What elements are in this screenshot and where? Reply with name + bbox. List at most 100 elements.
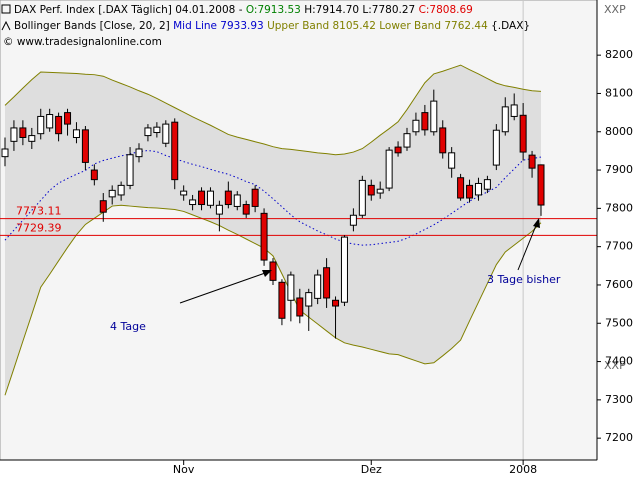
candle-body: [162, 123, 170, 144]
candle-body: [483, 179, 491, 190]
candle-body: [215, 204, 223, 215]
candle-body: [340, 236, 348, 303]
level-label: 7773.11: [16, 205, 62, 218]
candle-body: [153, 126, 161, 134]
candle-body: [305, 292, 313, 307]
candle-body: [28, 135, 36, 142]
candle-body: [180, 190, 188, 196]
candle-body: [296, 297, 304, 317]
candle-body: [501, 106, 509, 133]
candle-body: [314, 274, 322, 299]
y-tick-label: 7400: [605, 355, 633, 368]
candle-body: [448, 152, 456, 169]
candle-body: [510, 104, 518, 117]
arrow: [517, 222, 538, 271]
candle-body: [37, 115, 45, 135]
candle-body: [278, 281, 286, 319]
candle-body: [260, 212, 268, 261]
y-tick-label: 7300: [605, 393, 633, 406]
x-tick-label: 2008: [509, 463, 537, 476]
candle-body: [117, 184, 125, 196]
candle-body: [90, 169, 98, 181]
candle-body: [323, 267, 331, 299]
candle-body: [385, 149, 393, 189]
candle-body: [287, 274, 295, 301]
candle-body: [206, 190, 214, 206]
candle-body: [46, 114, 54, 129]
plot: 7773.11 7729.39: [0, 0, 597, 460]
y-tick-label: 7500: [605, 316, 633, 329]
corner-label: XXP: [604, 3, 626, 16]
annotation: 4 Tage: [110, 320, 146, 333]
header-text: Bollinger Bands [Close, 20, 2]: [14, 20, 173, 32]
candle-body: [537, 164, 545, 206]
header-close: C:7808.69: [419, 4, 473, 16]
header-line: DAX Perf. Index [.DAX Täglich] 04.01.200…: [14, 4, 473, 16]
header: DAX Perf. Index [.DAX Täglich] 04.01.200…: [1, 4, 530, 48]
arrows: [179, 218, 540, 304]
candle-body: [10, 127, 18, 142]
candle-body: [233, 194, 241, 207]
y-tick-label: 7600: [605, 278, 633, 291]
candle-body: [135, 148, 143, 158]
candle-body: [251, 188, 259, 207]
y-tick-label: 8000: [605, 125, 633, 138]
header-text: H:7914.70 L:7780.27: [301, 4, 419, 16]
y-tick-label: 7700: [605, 240, 633, 253]
y-tick-label: 7900: [605, 163, 633, 176]
candle-body: [466, 184, 474, 199]
candle-body: [349, 214, 357, 226]
icon: [1, 4, 11, 14]
y-tick-label: 7200: [605, 431, 633, 444]
candle-body: [528, 154, 536, 169]
candle-body: [108, 189, 116, 198]
candle-body: [19, 127, 27, 139]
candle-body: [242, 204, 250, 215]
arrow: [179, 271, 269, 304]
header-text: {.DAX}: [488, 20, 530, 32]
candle-body: [421, 112, 429, 131]
icon: [1, 20, 11, 31]
candle-body: [412, 119, 420, 133]
candle-body: [189, 199, 197, 206]
candle-body: [198, 190, 206, 206]
candle-body: [72, 129, 80, 139]
candle-body: [403, 133, 411, 148]
candle-body: [376, 188, 384, 194]
candle-body: [99, 200, 107, 213]
candle-body: [126, 154, 134, 186]
y-tick-label: 8200: [605, 48, 633, 61]
x-tick-label: Dez: [361, 463, 382, 476]
y-tick-label: 8100: [605, 86, 633, 99]
arrowhead: [262, 270, 272, 277]
header-open: O:7913.53: [246, 4, 301, 16]
header-text: DAX Perf. Index [.DAX Täglich] 04.01.200…: [14, 4, 246, 16]
candle-body: [144, 127, 152, 137]
candle-body: [457, 177, 465, 199]
annotation: 3 Tage bisher: [487, 273, 561, 286]
corner-label: XXP: [604, 359, 626, 372]
candle-body: [332, 299, 340, 307]
copyright: © www.tradesignalonline.com: [3, 36, 162, 48]
candle-body: [224, 190, 232, 206]
level-label: 7729.39: [16, 221, 62, 234]
candle-body: [430, 100, 438, 133]
header-bands: Upper Band 8105.42 Lower Band 7762.44: [264, 20, 488, 32]
candle-body: [55, 115, 63, 135]
candle-body: [439, 127, 447, 154]
candle-body: [81, 129, 89, 163]
candle-body: [474, 182, 482, 196]
candle-body: [269, 261, 277, 281]
y-tick-label: 7800: [605, 201, 633, 214]
candle-body: [64, 112, 72, 125]
arrowhead: [533, 218, 540, 228]
candle-body: [394, 146, 402, 154]
header-mid: Mid Line 7933.93: [173, 20, 264, 32]
header-line: Bollinger Bands [Close, 20, 2] Mid Line …: [14, 20, 530, 32]
x-tick-label: Nov: [173, 463, 195, 476]
middle-band: [4, 150, 542, 246]
candle-body: [492, 129, 500, 166]
candle-body: [519, 114, 527, 153]
upper-band: [4, 64, 542, 156]
